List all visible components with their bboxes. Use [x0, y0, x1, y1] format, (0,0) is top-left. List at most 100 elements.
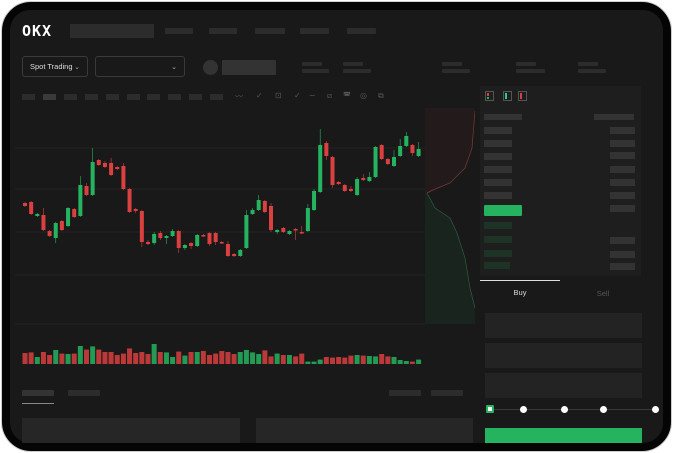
ask-price[interactable]	[484, 166, 512, 173]
candle[interactable]	[66, 207, 71, 227]
interval-button[interactable]	[189, 94, 202, 100]
bid-price[interactable]	[484, 222, 512, 229]
candle[interactable]	[404, 132, 409, 147]
slider-stop[interactable]	[520, 406, 527, 413]
nav-item[interactable]	[347, 28, 376, 34]
candle[interactable]	[281, 227, 286, 233]
candlestick-chart[interactable]	[15, 110, 425, 370]
candle[interactable]	[269, 203, 273, 232]
slider-handle[interactable]	[486, 405, 494, 413]
candle[interactable]	[398, 139, 403, 157]
camera-icon[interactable]: ◚	[343, 91, 351, 100]
interval-button-active[interactable]	[43, 94, 56, 100]
candle[interactable]	[225, 241, 230, 257]
candle[interactable]	[336, 181, 341, 185]
tab-order-history[interactable]	[68, 390, 100, 396]
indicator-icon[interactable]: 〰	[235, 92, 243, 101]
slider-track[interactable]	[489, 409, 656, 410]
bid-price[interactable]	[484, 250, 512, 257]
candle[interactable]	[324, 141, 329, 160]
line-tool-icon[interactable]: ∼	[309, 91, 316, 100]
candle[interactable]	[244, 210, 249, 249]
candle[interactable]	[213, 232, 218, 245]
candle[interactable]	[164, 235, 169, 244]
candle[interactable]	[102, 161, 107, 168]
candle[interactable]	[232, 253, 237, 257]
okx-logo[interactable]: OKX	[22, 22, 53, 40]
interval-icon[interactable]: ⊡	[275, 91, 282, 100]
candle[interactable]	[379, 144, 384, 160]
candle[interactable]	[47, 230, 52, 237]
candle[interactable]	[195, 234, 200, 247]
candle[interactable]	[238, 249, 243, 257]
fullscreen-icon[interactable]: ⧉	[378, 91, 384, 100]
candle[interactable]	[355, 177, 360, 196]
candle[interactable]	[287, 230, 292, 235]
tab-open-orders[interactable]	[22, 390, 54, 396]
candle[interactable]	[176, 230, 181, 253]
ask-price[interactable]	[484, 153, 512, 160]
candle[interactable]	[256, 195, 261, 211]
bottom-action[interactable]	[389, 390, 421, 396]
candle[interactable]	[373, 146, 378, 178]
candle[interactable]	[275, 229, 280, 234]
ask-price[interactable]	[484, 179, 512, 186]
ask-price[interactable]	[484, 192, 512, 199]
indicator-dropdown-icon[interactable]: ✓	[256, 91, 263, 100]
candle[interactable]	[78, 176, 83, 217]
pair-dropdown[interactable]: ⌄	[95, 56, 185, 77]
nav-item[interactable]	[209, 28, 237, 34]
pencil-icon[interactable]: ⧄	[327, 91, 333, 100]
nav-item[interactable]	[255, 28, 285, 34]
price-input[interactable]	[485, 313, 642, 338]
interval-button[interactable]	[168, 94, 181, 100]
interval-button[interactable]	[85, 94, 98, 100]
candle[interactable]	[305, 204, 310, 232]
candle[interactable]	[90, 148, 95, 196]
orderbook-both-icon[interactable]	[485, 91, 494, 101]
candle[interactable]	[96, 159, 101, 166]
candle[interactable]	[330, 156, 335, 188]
slider-stop[interactable]	[652, 406, 659, 413]
candle[interactable]	[189, 242, 194, 249]
bid-price[interactable]	[484, 262, 510, 269]
slider-stop[interactable]	[561, 406, 568, 413]
candle[interactable]	[262, 200, 267, 213]
candle[interactable]	[250, 208, 255, 215]
candle[interactable]	[72, 208, 77, 218]
candle[interactable]	[392, 150, 396, 167]
interval-button[interactable]	[64, 94, 77, 100]
orderbook-asks-icon[interactable]	[518, 91, 527, 101]
tab-sell[interactable]: Sell	[596, 289, 610, 298]
candle[interactable]	[342, 184, 347, 192]
candle[interactable]	[385, 158, 390, 165]
candle[interactable]	[207, 232, 212, 246]
nav-item[interactable]	[165, 28, 193, 34]
buy-button[interactable]	[485, 428, 642, 443]
candle[interactable]	[29, 201, 34, 215]
dropdown-icon[interactable]: ✓	[294, 91, 301, 100]
candle[interactable]	[133, 208, 138, 213]
interval-button[interactable]	[22, 94, 35, 100]
candle[interactable]	[139, 210, 144, 247]
interval-button[interactable]	[210, 94, 223, 100]
candle[interactable]	[348, 186, 353, 192]
candle[interactable]	[152, 232, 157, 245]
interval-button[interactable]	[147, 94, 160, 100]
candle[interactable]	[35, 213, 40, 217]
tab-buy[interactable]: Buy	[513, 288, 527, 297]
ask-price[interactable]	[484, 127, 512, 134]
candle[interactable]	[182, 244, 187, 250]
search-bar[interactable]	[70, 24, 154, 38]
amount-input[interactable]	[485, 343, 642, 368]
candle[interactable]	[158, 231, 163, 240]
candle[interactable]	[318, 129, 323, 193]
settings-icon[interactable]: ◎	[360, 91, 367, 100]
interval-button[interactable]	[106, 94, 119, 100]
candle[interactable]	[410, 144, 415, 156]
candle[interactable]	[219, 241, 224, 244]
candle[interactable]	[121, 163, 126, 190]
candle[interactable]	[84, 183, 89, 196]
candle[interactable]	[312, 189, 317, 211]
orderbook-bids-icon[interactable]	[503, 91, 512, 101]
